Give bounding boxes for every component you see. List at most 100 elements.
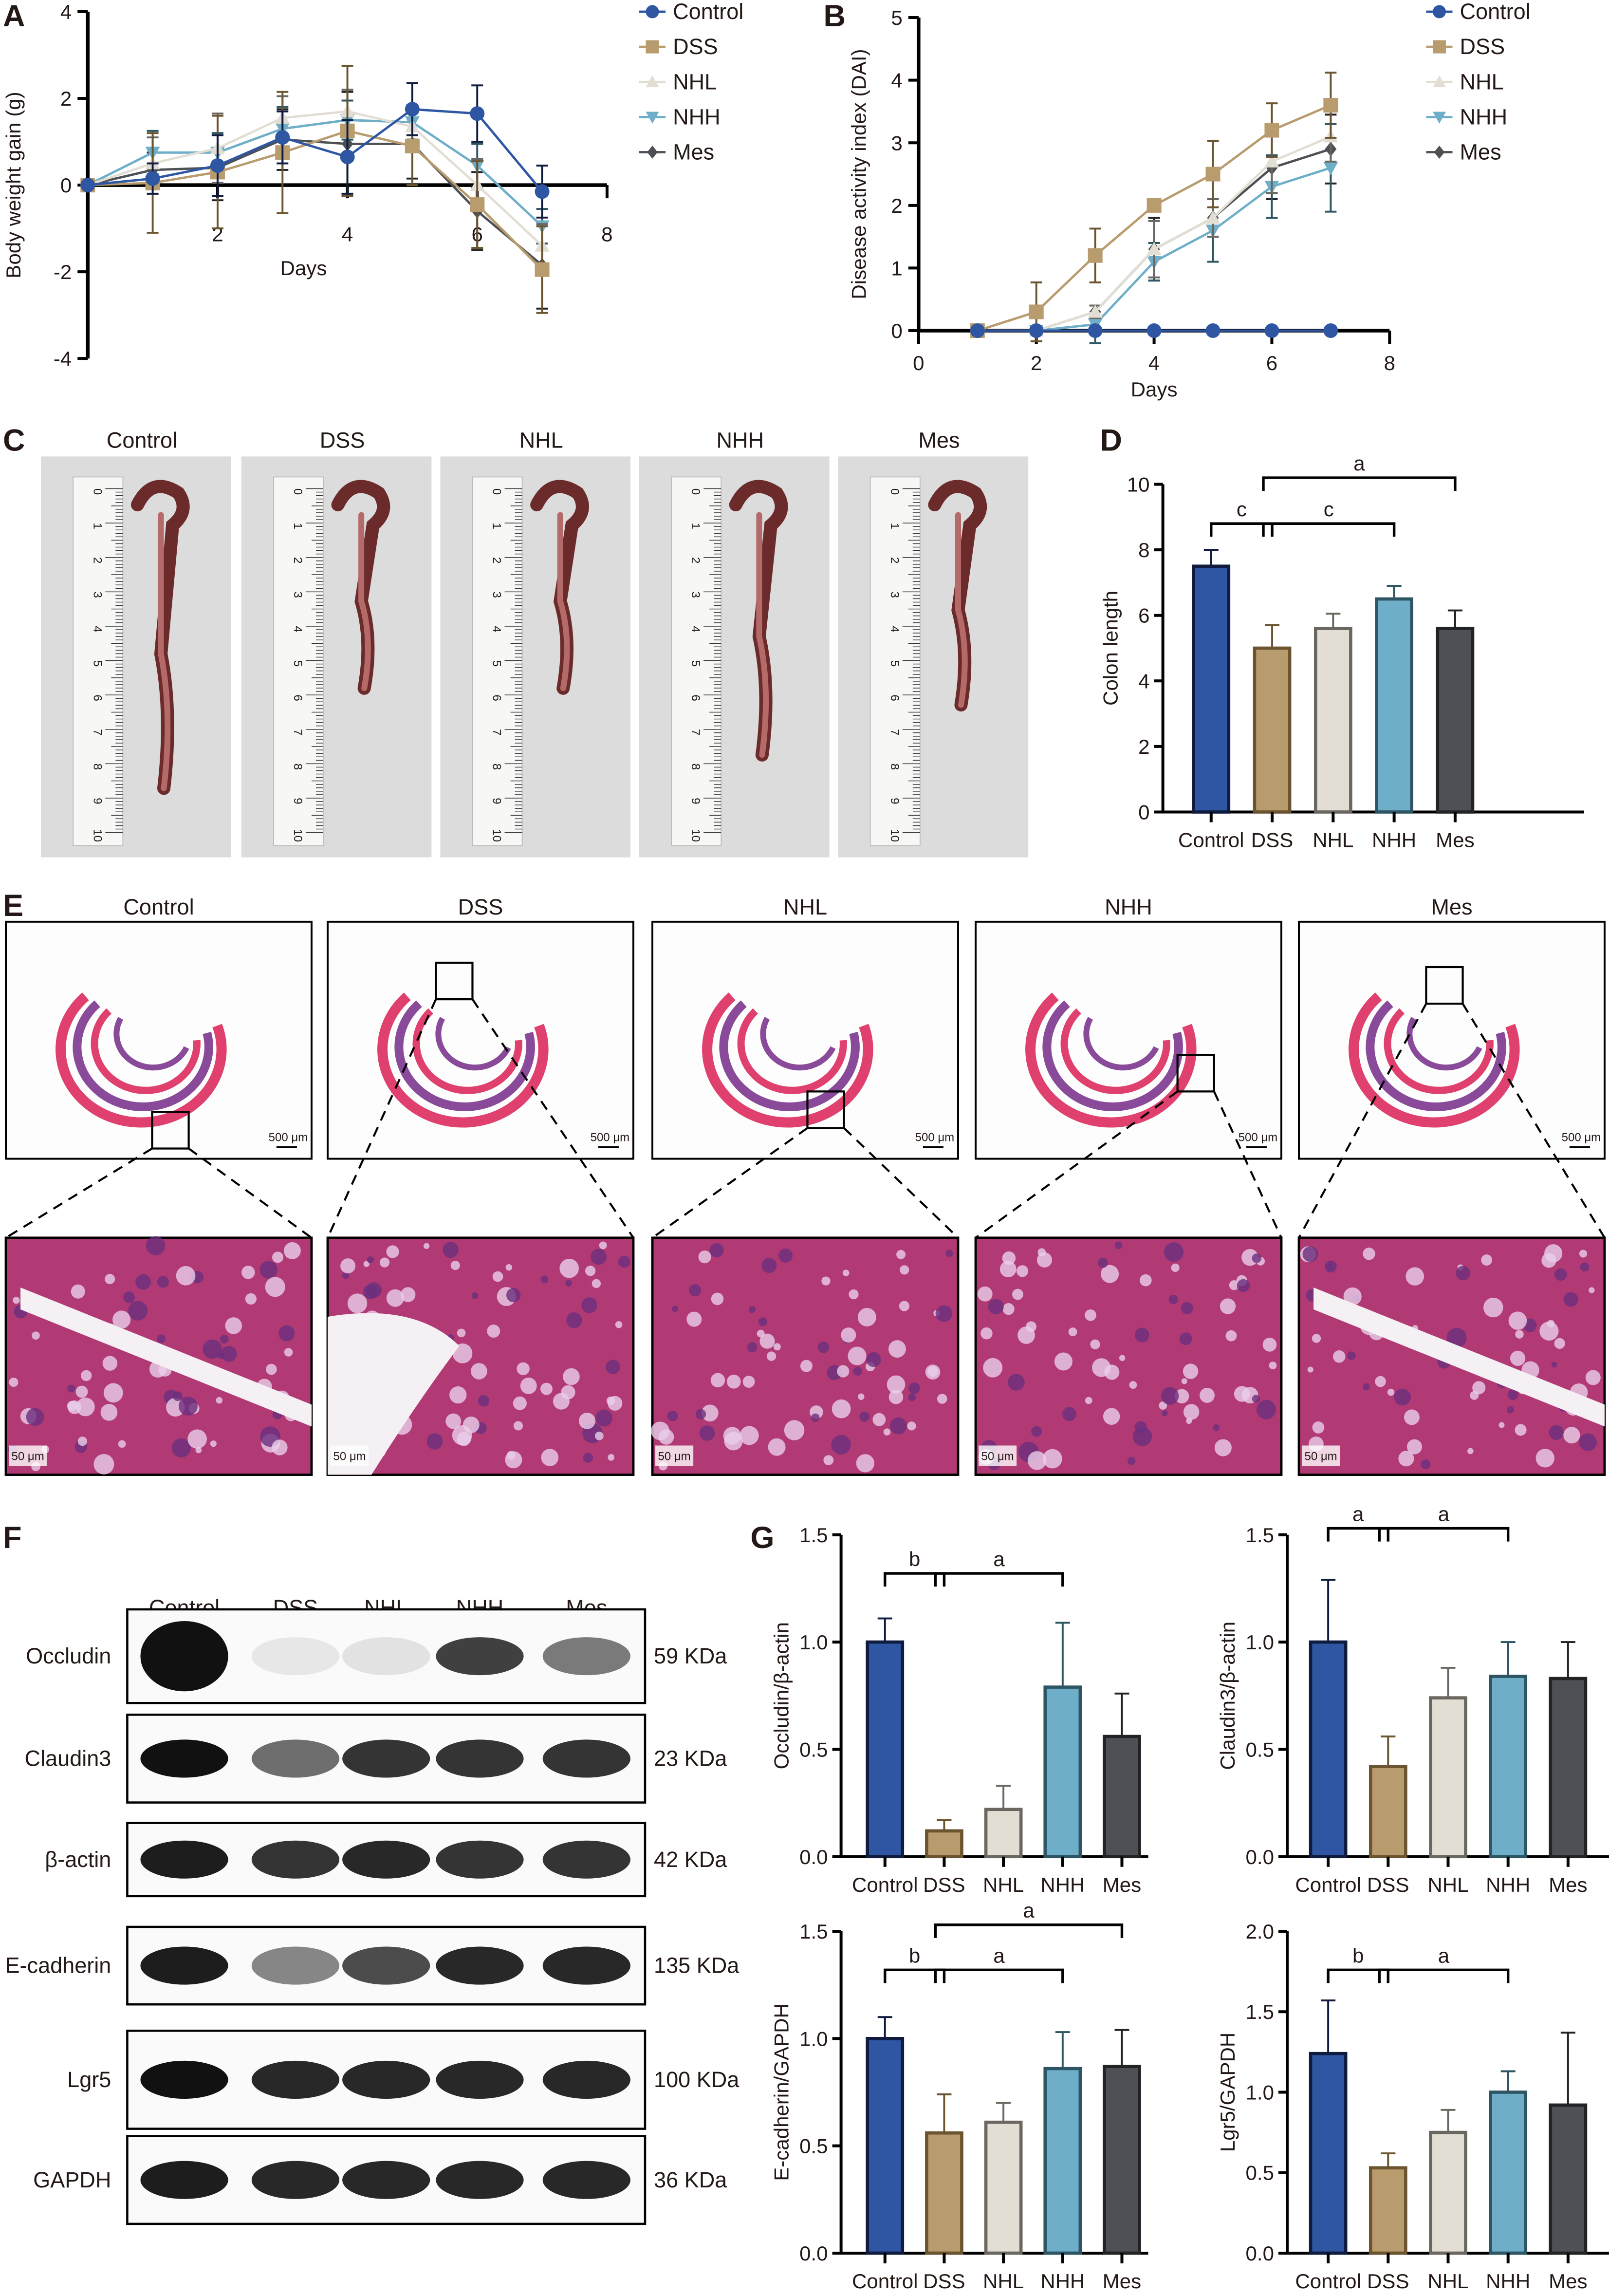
- cell: [1174, 1389, 1189, 1403]
- data-point: [1323, 323, 1338, 338]
- cell: [980, 1327, 993, 1340]
- y-tick-label: 0.0: [1245, 2242, 1274, 2265]
- photo-background: [440, 456, 630, 858]
- significance-bracket: [934, 1572, 1064, 1587]
- zoom-guide-line: [327, 999, 437, 1238]
- cell: [1551, 1362, 1557, 1368]
- cell: [811, 1413, 820, 1422]
- cell: [443, 1242, 459, 1258]
- cell: [187, 1429, 207, 1449]
- cell: [1507, 1389, 1518, 1400]
- cell: [742, 1376, 755, 1388]
- significance-bracket: [1327, 1968, 1390, 1983]
- cell: [761, 1258, 777, 1273]
- tissue-section: [435, 1017, 511, 1071]
- x-tick-label: NHL: [983, 1873, 1024, 1896]
- cell: [363, 1284, 378, 1299]
- blot-β-actin: β-actin 42 KDa: [45, 1822, 727, 1898]
- bar-Control: [866, 2036, 905, 2255]
- y-tick-label: 8: [1138, 539, 1149, 561]
- zoom-guide-line: [651, 1127, 808, 1239]
- protein-band: [342, 1739, 430, 1778]
- significance-label: a: [1023, 1899, 1035, 1922]
- x-tick-label: NHL: [983, 2270, 1024, 2293]
- cell: [1456, 1266, 1470, 1281]
- cell: [1269, 1362, 1277, 1369]
- cell: [100, 1403, 118, 1421]
- bar-DSS: [1369, 2166, 1407, 2255]
- protein-band: [140, 1946, 228, 1985]
- cell: [1181, 1302, 1193, 1314]
- cell: [748, 1306, 756, 1313]
- cell: [102, 1356, 118, 1371]
- protein-label: Lgr5: [67, 2067, 111, 2092]
- ruler-number: 1: [888, 523, 901, 529]
- y-tick-label: -2: [54, 261, 72, 283]
- protein-band: [251, 2161, 340, 2199]
- y-tick-label: 5: [891, 6, 902, 29]
- zoom-region-box: [806, 1090, 845, 1129]
- cell: [1164, 1242, 1184, 1262]
- y-tick-label: 3: [891, 131, 902, 154]
- cell: [157, 1276, 169, 1288]
- cell: [13, 1297, 20, 1304]
- cell: [1229, 1280, 1239, 1290]
- ruler: [273, 476, 324, 846]
- line-chart-B: 5 4 3 2 1 00 2 4 6 8 Days Disease activity index (D…: [848, 0, 1531, 401]
- cell: [363, 1261, 370, 1267]
- series-line: [87, 110, 543, 247]
- colon-specimen-highlight: [158, 512, 171, 791]
- protein-band: [251, 1946, 340, 1985]
- ruler-number: 6: [490, 694, 503, 701]
- x-tick-label: NHH: [1486, 2270, 1530, 2293]
- protein-band: [251, 1840, 340, 1879]
- protein-band: [342, 2060, 430, 2099]
- cell: [759, 1333, 775, 1349]
- protein-band: [436, 1637, 524, 1676]
- cell: [563, 1368, 580, 1385]
- y-axis-title: Colon length: [1099, 591, 1122, 706]
- bar-NHH: [1489, 1675, 1528, 1859]
- significance-label: a: [1438, 1503, 1450, 1526]
- cell: [1008, 1374, 1025, 1391]
- cell: [1472, 1381, 1486, 1395]
- cell: [1332, 1350, 1346, 1363]
- scale-bar-label: 500 μm: [269, 1131, 308, 1144]
- legend-marker: [1432, 40, 1446, 54]
- tissue-section: [1366, 1000, 1506, 1111]
- bar-NHL: [1429, 1696, 1467, 1859]
- bar-NHL: [1313, 627, 1352, 814]
- cell: [450, 1261, 460, 1270]
- y-tick-label: 0: [891, 319, 902, 342]
- y-tick-label: 0.5: [1245, 2162, 1274, 2184]
- ruler-number: 3: [91, 592, 104, 598]
- magnified-image: [974, 1236, 1283, 1476]
- zoom-guide-line: [471, 998, 634, 1239]
- cell: [1037, 1248, 1046, 1256]
- molecular-weight-label: 42 KDa: [654, 1847, 727, 1872]
- cell: [591, 1249, 607, 1265]
- cell: [1580, 1262, 1590, 1272]
- x-tick-label: Mes: [1549, 2270, 1587, 2293]
- cell: [1139, 1274, 1152, 1287]
- cell: [71, 1284, 85, 1299]
- cell: [1467, 1448, 1474, 1455]
- cell: [689, 1284, 702, 1297]
- cell: [457, 1432, 471, 1446]
- legend-marker: [646, 40, 659, 54]
- cell: [773, 1343, 781, 1351]
- y-tick-label: 0.0: [1245, 1846, 1274, 1868]
- cell: [1507, 1406, 1514, 1414]
- cell: [1398, 1451, 1414, 1467]
- y-tick-label: 0: [60, 174, 72, 197]
- cell: [566, 1312, 582, 1328]
- cell: [1213, 1424, 1220, 1431]
- colon-specimen-highlight: [955, 512, 968, 708]
- photo-title: Mes: [918, 428, 960, 452]
- cell: [1237, 1279, 1250, 1292]
- data-point: [1264, 323, 1279, 338]
- protein-band: [342, 1637, 430, 1676]
- ruler-number: 1: [291, 523, 304, 529]
- cell: [618, 1255, 630, 1268]
